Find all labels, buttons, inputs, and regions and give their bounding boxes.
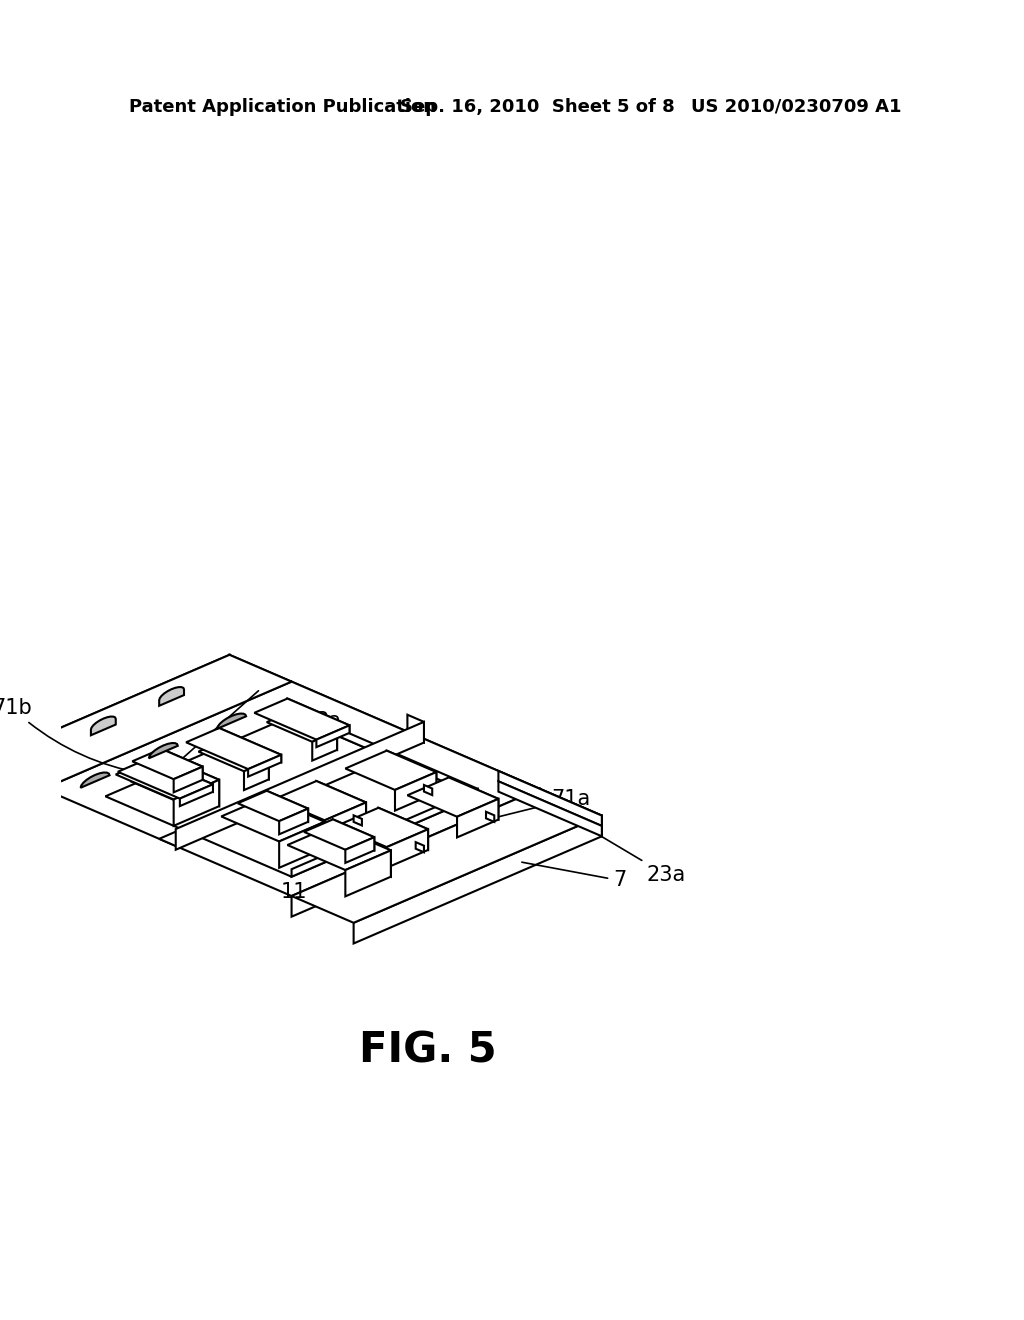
Text: 11: 11 bbox=[271, 800, 307, 902]
Polygon shape bbox=[337, 808, 428, 847]
Polygon shape bbox=[132, 748, 203, 779]
Text: 71a: 71a bbox=[460, 789, 590, 826]
Polygon shape bbox=[244, 760, 269, 791]
Text: 71b: 71b bbox=[0, 698, 142, 774]
Polygon shape bbox=[345, 850, 391, 896]
Polygon shape bbox=[449, 777, 499, 820]
Text: 23b: 23b bbox=[145, 690, 258, 784]
Polygon shape bbox=[499, 781, 602, 837]
Polygon shape bbox=[23, 746, 47, 764]
Polygon shape bbox=[333, 825, 391, 876]
Polygon shape bbox=[325, 803, 366, 841]
Polygon shape bbox=[499, 771, 602, 826]
Polygon shape bbox=[151, 758, 213, 792]
Polygon shape bbox=[186, 729, 282, 770]
Polygon shape bbox=[345, 837, 375, 863]
Polygon shape bbox=[292, 789, 602, 923]
Polygon shape bbox=[457, 799, 499, 837]
Polygon shape bbox=[159, 731, 424, 846]
Polygon shape bbox=[176, 791, 201, 820]
Polygon shape bbox=[174, 767, 203, 792]
Polygon shape bbox=[0, 655, 292, 789]
Text: 3a: 3a bbox=[243, 711, 341, 800]
Polygon shape bbox=[387, 751, 436, 793]
Polygon shape bbox=[248, 755, 282, 776]
Polygon shape bbox=[159, 688, 184, 706]
Polygon shape bbox=[148, 743, 178, 758]
Polygon shape bbox=[280, 809, 308, 834]
Polygon shape bbox=[288, 825, 391, 870]
Polygon shape bbox=[174, 780, 219, 826]
Polygon shape bbox=[221, 797, 325, 841]
Polygon shape bbox=[254, 698, 349, 739]
Polygon shape bbox=[223, 741, 269, 779]
Polygon shape bbox=[105, 715, 478, 876]
Text: US 2010/0230709 A1: US 2010/0230709 A1 bbox=[691, 98, 902, 116]
Polygon shape bbox=[333, 820, 375, 850]
Polygon shape bbox=[292, 709, 478, 796]
Polygon shape bbox=[379, 808, 428, 850]
Polygon shape bbox=[292, 681, 540, 809]
Polygon shape bbox=[43, 681, 540, 896]
Polygon shape bbox=[219, 729, 282, 763]
Polygon shape bbox=[353, 816, 361, 825]
Polygon shape bbox=[387, 829, 428, 867]
Polygon shape bbox=[408, 714, 424, 743]
Text: Sep. 16, 2010  Sheet 5 of 8: Sep. 16, 2010 Sheet 5 of 8 bbox=[399, 98, 675, 116]
Polygon shape bbox=[130, 771, 201, 801]
Polygon shape bbox=[116, 755, 219, 800]
Polygon shape bbox=[408, 777, 499, 817]
Polygon shape bbox=[0, 655, 229, 783]
Text: Patent Application Publication: Patent Application Publication bbox=[129, 98, 436, 116]
Polygon shape bbox=[217, 714, 246, 729]
Text: FIG. 5: FIG. 5 bbox=[359, 1030, 497, 1072]
Polygon shape bbox=[238, 791, 308, 821]
Polygon shape bbox=[266, 711, 337, 742]
Polygon shape bbox=[292, 711, 337, 750]
Polygon shape bbox=[395, 772, 436, 810]
Polygon shape bbox=[91, 717, 116, 735]
Polygon shape bbox=[229, 655, 292, 702]
Text: 23a: 23a bbox=[573, 820, 685, 884]
Polygon shape bbox=[180, 784, 213, 807]
Polygon shape bbox=[176, 722, 424, 850]
Polygon shape bbox=[266, 791, 308, 822]
Polygon shape bbox=[345, 751, 436, 789]
Polygon shape bbox=[312, 731, 337, 760]
Polygon shape bbox=[0, 762, 43, 809]
Polygon shape bbox=[161, 755, 219, 807]
Polygon shape bbox=[155, 771, 201, 809]
Polygon shape bbox=[353, 816, 602, 944]
Polygon shape bbox=[316, 726, 349, 747]
Polygon shape bbox=[275, 781, 366, 820]
Polygon shape bbox=[424, 785, 432, 795]
Polygon shape bbox=[540, 789, 602, 837]
Polygon shape bbox=[416, 842, 424, 853]
Polygon shape bbox=[280, 822, 325, 867]
Polygon shape bbox=[81, 772, 110, 788]
Polygon shape bbox=[266, 797, 325, 849]
Polygon shape bbox=[292, 789, 478, 876]
Polygon shape bbox=[118, 758, 213, 799]
Polygon shape bbox=[288, 698, 349, 733]
Polygon shape bbox=[304, 820, 375, 850]
Text: 7: 7 bbox=[522, 862, 627, 891]
Polygon shape bbox=[316, 781, 366, 824]
Polygon shape bbox=[161, 748, 203, 780]
Polygon shape bbox=[199, 741, 269, 771]
Polygon shape bbox=[486, 812, 495, 822]
Polygon shape bbox=[292, 789, 540, 916]
